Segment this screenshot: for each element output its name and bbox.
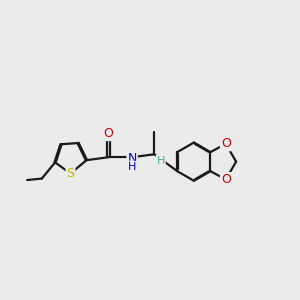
- Text: H: H: [128, 162, 136, 172]
- Text: H: H: [157, 156, 165, 166]
- Text: O: O: [221, 173, 231, 186]
- Text: S: S: [67, 167, 74, 180]
- Text: O: O: [103, 127, 113, 140]
- Text: N: N: [128, 152, 137, 165]
- Text: O: O: [221, 137, 231, 150]
